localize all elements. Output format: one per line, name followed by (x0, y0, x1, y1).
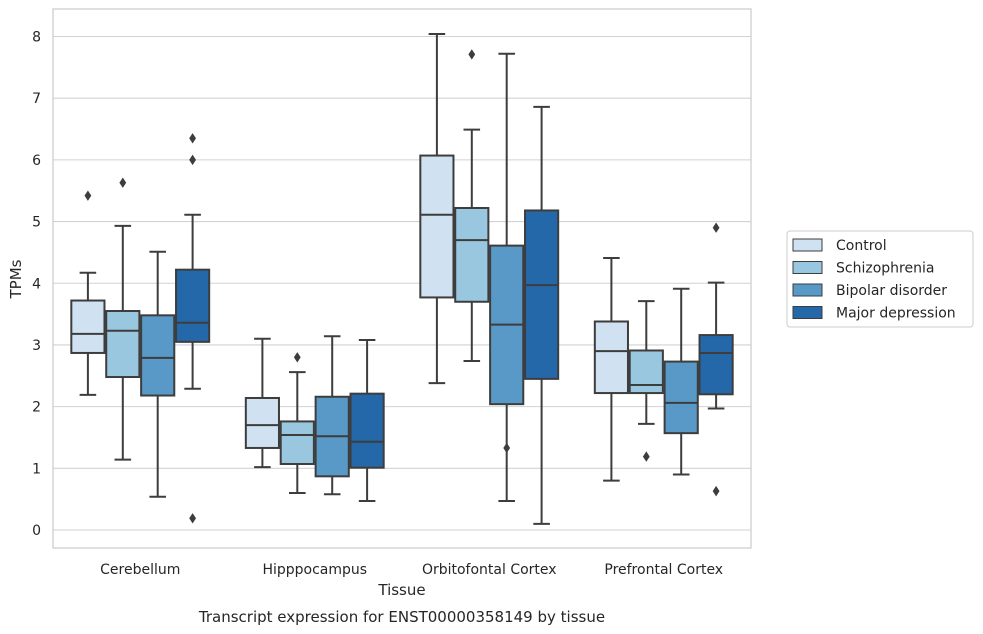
box (70, 299, 106, 354)
box (349, 392, 385, 469)
box-group (140, 250, 176, 498)
box (628, 349, 664, 395)
box (244, 396, 280, 449)
box-layer (70, 33, 734, 525)
legend-frame (786, 230, 974, 328)
legend-swatch (792, 261, 823, 274)
box (454, 206, 490, 303)
outlier-point (712, 485, 720, 497)
box-group (105, 177, 141, 461)
outlier-point (712, 222, 720, 233)
outlier-point (293, 352, 301, 363)
box (175, 268, 211, 343)
outlier-point (84, 190, 92, 201)
y-tick-label: 2 (32, 400, 41, 416)
legend-label: Control (836, 238, 887, 254)
box (279, 420, 315, 465)
box-group (663, 287, 699, 476)
box (105, 310, 141, 379)
box (698, 334, 734, 396)
y-axis-ticks: 0 1 2 3 4 5 6 7 8 (32, 30, 41, 540)
outlier-point (189, 154, 196, 166)
y-tick-label: 7 (32, 91, 41, 107)
y-axis-title: TPMs (7, 259, 25, 299)
chart-caption: Transcript expression for ENST0000035814… (198, 608, 605, 626)
y-tick-label: 1 (32, 461, 41, 477)
outlier-point (189, 133, 196, 144)
legend-swatch (792, 283, 823, 297)
box-group (244, 337, 280, 469)
x-tick-label: Hipppocampus (262, 562, 367, 578)
box-group (419, 33, 455, 385)
box (524, 209, 560, 380)
box-group (279, 352, 315, 494)
x-tick-label: Prefrontal Cortex (604, 562, 723, 578)
legend-swatch (792, 306, 823, 319)
plot-frame (52, 8, 752, 549)
box-group (314, 335, 350, 496)
x-axis-ticks: Cerebellum Hipppocampus Orbitofontal Corte… (100, 562, 723, 578)
outlier-point (189, 513, 196, 524)
outlier-point (468, 49, 476, 60)
y-tick-label: 3 (32, 338, 41, 354)
x-tick-label: Cerebellum (100, 562, 180, 578)
box-group (524, 105, 560, 525)
box-group (454, 49, 490, 362)
box-group (698, 222, 734, 497)
outlier-point (119, 177, 127, 188)
legend-label: Schizophrenia (836, 261, 934, 277)
box-group (70, 190, 106, 396)
y-tick-label: 5 (32, 215, 41, 231)
legend-label: Bipolar disorder (836, 283, 947, 299)
x-tick-label: Orbitofontal Cortex (422, 562, 557, 578)
y-tick-label: 8 (32, 30, 41, 46)
y-tick-label: 6 (32, 153, 41, 169)
legend: Control Schizophrenia Bipolar disorder Majo… (786, 230, 974, 328)
outlier-point (503, 442, 511, 454)
y-tick-label: 0 (32, 523, 41, 539)
x-axis-title: Tissue (377, 581, 425, 599)
box-group (349, 339, 385, 503)
y-tick-label: 4 (32, 276, 41, 292)
outlier-point (642, 451, 650, 462)
box-group (628, 300, 664, 462)
legend-label: Major depression (836, 306, 956, 322)
box (593, 320, 629, 395)
box-group (489, 52, 525, 503)
box-group (593, 256, 629, 482)
box (663, 360, 699, 435)
legend-swatch (792, 238, 823, 252)
box-group (175, 133, 211, 524)
box (140, 314, 176, 397)
box (419, 154, 455, 299)
